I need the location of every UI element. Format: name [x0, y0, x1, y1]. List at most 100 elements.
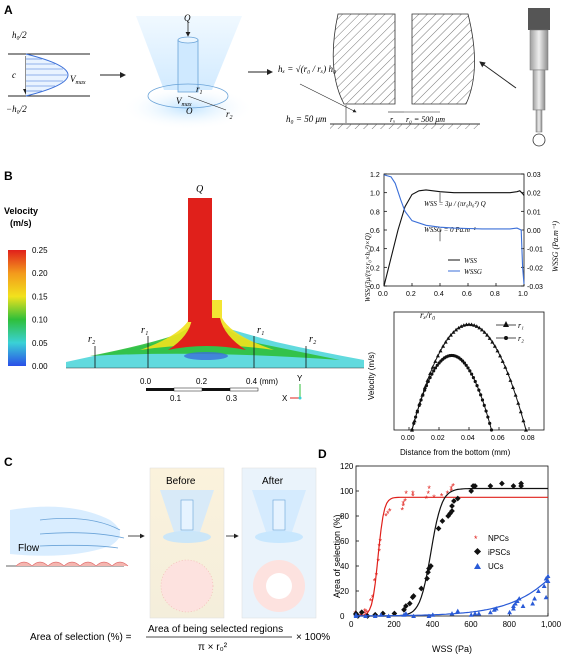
wss-x-tick-label: 0.2 [406, 291, 416, 298]
selection-x-tick-label: 800 [503, 620, 517, 629]
velocity-point-r2 [410, 428, 414, 432]
selection-y-tick-label: 20 [340, 587, 349, 596]
panel-b: Velocity (m/s) 0.250.200.150.100.050.00 … [4, 172, 560, 457]
selection-point-ipscs [424, 575, 430, 582]
panel-letter-c: C [4, 455, 13, 469]
label-r1-right: r₁ [257, 325, 264, 336]
velocity-point-r2 [412, 421, 416, 425]
selection-x-tick-label: 1,000 [541, 620, 562, 629]
selection-point-npcs: * [401, 505, 405, 515]
selection-point-ipscs [439, 518, 446, 524]
velocity-point-r1 [435, 353, 440, 358]
legend-tick-label: 0.05 [32, 339, 48, 348]
velocity-legend-r2: r₂ [518, 334, 524, 343]
velocity-series-line [411, 354, 492, 431]
selection-point-ucs [426, 613, 432, 618]
label-r1-funnel: r1 [196, 84, 203, 96]
scale-tick-0-1: 0.1 [170, 394, 182, 403]
wss-ylabel-right: WSSG (Pa.m⁻¹) [551, 221, 560, 272]
velocity-point-r1 [441, 344, 446, 348]
selection-point-ucs [430, 612, 436, 617]
area-formula: Area of selection (%) = Area of being se… [30, 624, 330, 653]
label-q-flow: Q [196, 184, 204, 195]
selection-point-ucs [507, 609, 512, 615]
velocity-point-r1 [495, 348, 500, 353]
selection-point-npcs: * [404, 489, 408, 499]
velocity-point-r1 [516, 401, 521, 405]
formula-numerator: Area of being selected regions [148, 624, 283, 635]
selection-x-tick-label: 0 [349, 620, 354, 629]
selection-point-npcs: * [378, 547, 382, 557]
velocity-point-r2 [482, 403, 486, 407]
velocity-point-r1 [490, 340, 495, 344]
selection-point-ucs [353, 612, 359, 617]
selection-point-ipscs [449, 503, 455, 509]
velocity-point-r2 [421, 393, 425, 397]
arrow-probe-to-geometry [479, 61, 517, 89]
velocity-point-r1 [521, 418, 526, 423]
velocity-point-r1 [469, 322, 474, 327]
selection-point-ucs [476, 611, 482, 616]
selection-point-ucs [536, 588, 541, 593]
wss-y-right-tick-label: -0.02 [527, 265, 543, 272]
velocity-ylabel: Velocity (m/s) [367, 352, 376, 400]
selection-point-ucs [411, 613, 416, 618]
wss-y-left-tick-label: 0.8 [370, 209, 380, 216]
selection-y-tick-label: 100 [340, 487, 354, 496]
velocity-x-tick-label: 0.04 [461, 435, 475, 442]
selection-point-npcs: * [365, 608, 369, 618]
selection-point-npcs: * [427, 484, 431, 494]
velocity-point-r2 [466, 366, 470, 370]
selection-point-ucs [516, 596, 522, 601]
velocity-x-tick-label: 0.08 [521, 435, 535, 442]
geometry-cross-section: hₓ = √(r₀ / rₓ) h₀ h₀ = 50 μm rₓ r₀ = 50… [278, 13, 480, 129]
velocity-point-r1 [511, 385, 516, 390]
selection-point-npcs: * [425, 494, 429, 504]
selection-legend-npcs: NPCs [488, 534, 509, 543]
selection-point-npcs: * [402, 499, 406, 509]
wss-y-right-tick-label: 0.02 [527, 191, 541, 198]
velocity-point-r2 [430, 372, 434, 376]
selection-legend-ucs: UCs [488, 562, 504, 571]
before-label: Before [166, 476, 196, 487]
velocity-legend-r1: r₁ [518, 321, 524, 330]
selection-legend-ipscs: iPSCs [488, 548, 510, 557]
label-r2-funnel: r2 [226, 109, 233, 121]
velocity-point-r2 [424, 384, 429, 388]
velocity-point-r1 [508, 378, 513, 382]
scale-tick-0-3: 0.3 [226, 394, 238, 403]
selection-point-ucs [532, 596, 537, 601]
velocity-point-r1 [443, 340, 448, 344]
selection-point-npcs: * [426, 489, 430, 499]
selection-point-ucs [455, 608, 461, 613]
selection-point-ipscs [435, 525, 442, 532]
wss-y-left-tick-label: 0.6 [370, 228, 380, 235]
selection-point-ipscs [428, 563, 434, 569]
selection-ylabel: Area of selection (%) [332, 514, 342, 598]
selection-point-ipscs [518, 480, 524, 487]
selection-y-tick-label: 40 [340, 562, 349, 571]
selection-x-tick-label: 400 [426, 620, 440, 629]
after-label: After [262, 476, 284, 487]
formula-tail: × 100% [296, 632, 330, 643]
selection-point-ipscs [451, 498, 457, 504]
legend-unit: (m/s) [10, 218, 32, 228]
wss-legend-wssg: WSSG [464, 268, 482, 276]
selection-point-ipscs [499, 480, 505, 487]
wss-xlabel: rₓ/r₀ [420, 310, 435, 320]
velocity-point-r1 [518, 409, 523, 414]
velocity-point-r1 [505, 371, 510, 376]
selection-point-ucs [511, 603, 516, 608]
velocity-point-r2 [415, 409, 420, 413]
label-c: c [12, 70, 16, 80]
selection-point-ucs [545, 573, 551, 578]
velocity-point-r2 [475, 384, 479, 388]
label-r1-left: r₁ [141, 325, 148, 336]
flow-field: Q r₂ r₁ r₁ r₂ [66, 184, 364, 369]
selection-point-npcs: * [377, 557, 381, 567]
selection-point-npcs: * [371, 593, 375, 603]
velocity-point-r2 [477, 388, 481, 392]
selection-point-npcs: * [440, 492, 444, 502]
velocity-point-r2 [471, 376, 476, 380]
